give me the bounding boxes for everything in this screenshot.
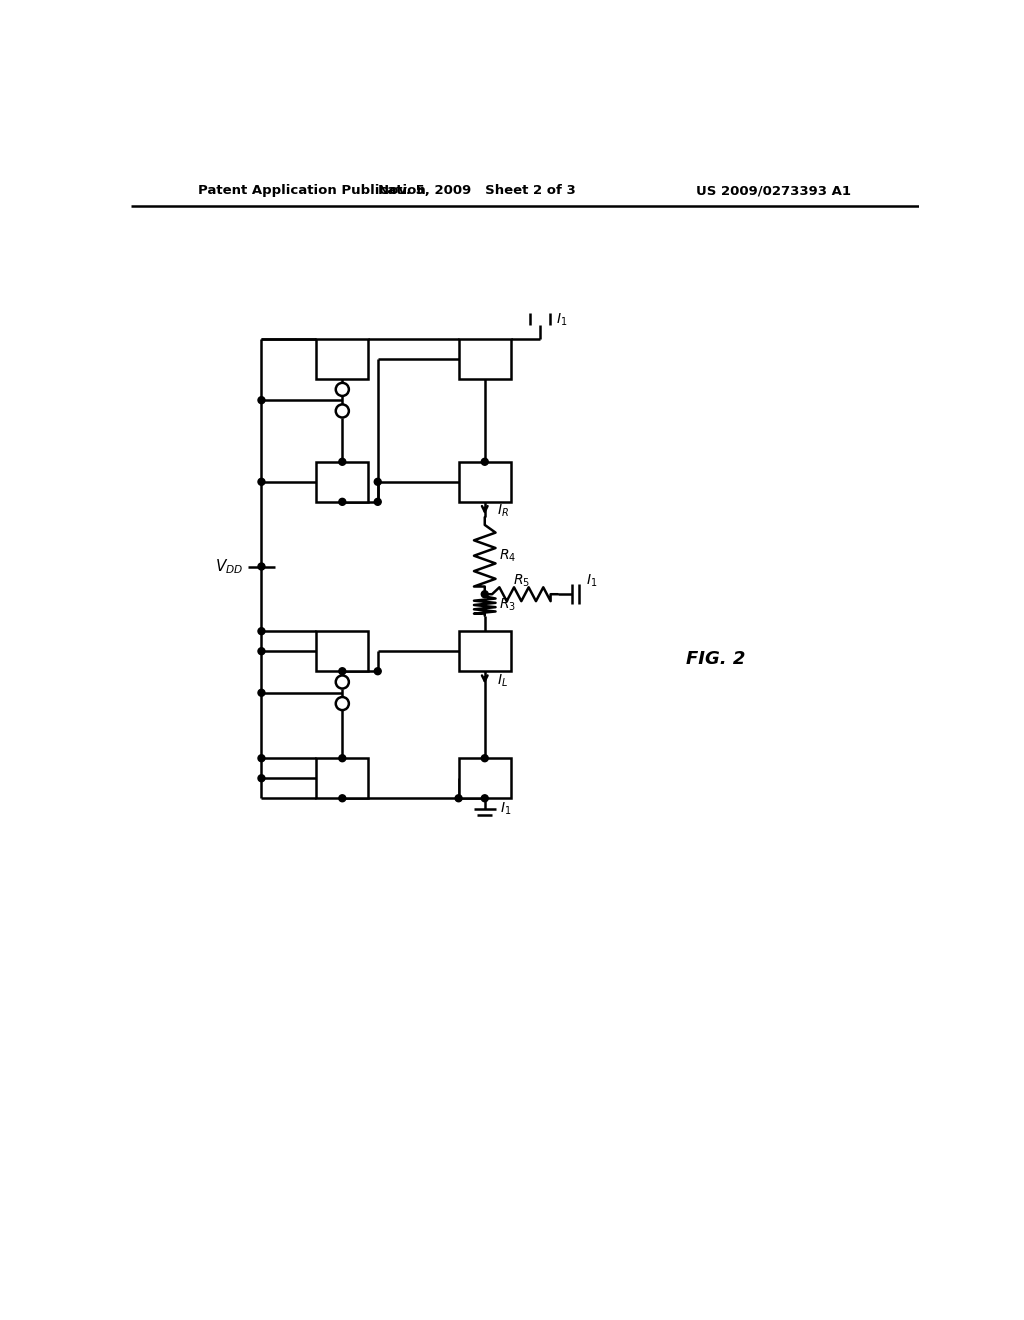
Text: $T_2$: $T_2$ — [476, 636, 494, 655]
Circle shape — [481, 591, 488, 598]
Circle shape — [339, 668, 346, 675]
Text: $I_1$: $I_1$ — [556, 312, 567, 327]
Bar — [316, 758, 369, 799]
Text: $I_1$: $I_1$ — [500, 801, 512, 817]
Bar — [459, 631, 511, 671]
Circle shape — [455, 795, 462, 801]
Circle shape — [258, 775, 265, 781]
Text: $T_3$: $T_3$ — [476, 466, 494, 484]
Circle shape — [258, 648, 265, 655]
Bar — [459, 339, 511, 379]
Circle shape — [258, 628, 265, 635]
Circle shape — [258, 755, 265, 762]
Text: $T_1$: $T_1$ — [476, 763, 494, 781]
Bar — [459, 462, 511, 502]
Text: $T_7$: $T_7$ — [334, 466, 351, 484]
Circle shape — [258, 478, 265, 486]
Text: $T_4$: $T_4$ — [476, 343, 494, 362]
Circle shape — [258, 564, 265, 570]
Circle shape — [374, 499, 381, 506]
Text: $R_5$: $R_5$ — [513, 572, 529, 589]
Circle shape — [336, 697, 349, 710]
Text: $R_3$: $R_3$ — [499, 597, 516, 614]
Text: US 2009/0273393 A1: US 2009/0273393 A1 — [695, 185, 851, 197]
Circle shape — [339, 755, 346, 762]
Circle shape — [374, 668, 381, 675]
Text: $T_6$: $T_6$ — [334, 636, 351, 655]
Circle shape — [481, 795, 488, 801]
Circle shape — [374, 478, 381, 486]
Bar — [316, 339, 369, 379]
Text: $R_4$: $R_4$ — [499, 548, 516, 564]
Circle shape — [339, 458, 346, 465]
Bar — [316, 462, 369, 502]
Text: $T_8$: $T_8$ — [334, 343, 351, 362]
Text: Nov. 5, 2009   Sheet 2 of 3: Nov. 5, 2009 Sheet 2 of 3 — [378, 185, 575, 197]
Text: $I_1$: $I_1$ — [586, 572, 597, 589]
Text: FIG. 2: FIG. 2 — [686, 649, 745, 668]
Circle shape — [481, 755, 488, 762]
Circle shape — [336, 404, 349, 417]
Circle shape — [339, 499, 346, 506]
Circle shape — [258, 397, 265, 404]
Text: $I_R$: $I_R$ — [497, 503, 509, 519]
Text: $V_{DD}$: $V_{DD}$ — [215, 557, 243, 576]
Circle shape — [336, 676, 349, 689]
Text: $T_5$: $T_5$ — [334, 763, 351, 781]
Circle shape — [339, 795, 346, 801]
Circle shape — [258, 689, 265, 696]
Bar — [459, 758, 511, 799]
Circle shape — [481, 458, 488, 465]
Text: $I_L$: $I_L$ — [497, 672, 508, 689]
Text: Patent Application Publication: Patent Application Publication — [199, 185, 426, 197]
Circle shape — [336, 383, 349, 396]
Bar — [316, 631, 369, 671]
